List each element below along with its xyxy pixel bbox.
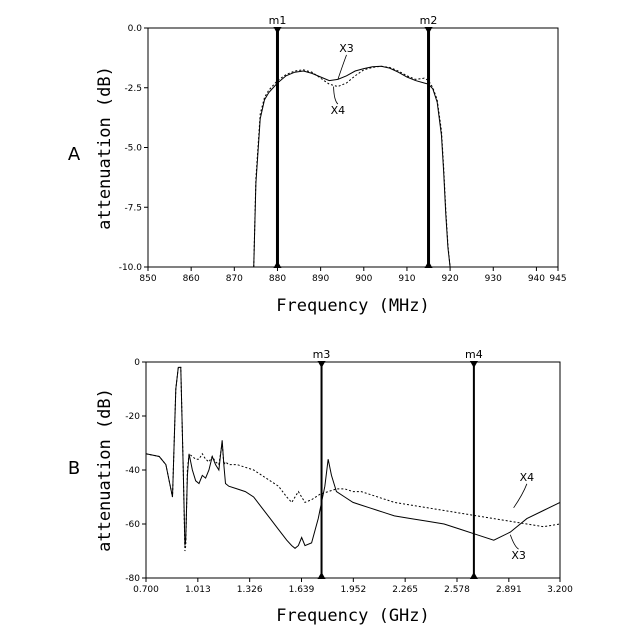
- series-line-x4: [254, 66, 450, 267]
- x-tick-label: 920: [442, 274, 459, 284]
- annotation-label-x3: X3: [511, 549, 526, 562]
- series-line-x3: [254, 66, 450, 267]
- annotation-leader: [334, 87, 338, 104]
- marker-label-m4: m4: [465, 348, 483, 361]
- marker-label-m2: m2: [420, 14, 438, 27]
- y-tick-label: -2.5: [124, 84, 142, 94]
- x-axis-label: Frequency (MHz): [276, 296, 430, 316]
- annotation-leader: [338, 55, 347, 79]
- y-tick-label: -10.0: [119, 263, 143, 273]
- x-tick-label: 900: [355, 274, 372, 284]
- y-tick-label: -5.0: [124, 144, 142, 154]
- marker-triangle-bottom: [273, 261, 281, 268]
- y-tick-label: -40: [125, 466, 140, 476]
- plot-frame: [146, 362, 560, 578]
- marker-label-m1: m1: [269, 14, 287, 27]
- panel-label: B: [68, 458, 80, 479]
- x-tick-label: 1.326: [237, 585, 263, 595]
- chart-panel-a: 850 860 870 880 890 900 910 920 930 940 945 0.0 -2.5…: [68, 14, 567, 316]
- y-tick-label: -60: [125, 520, 140, 530]
- annotation-label-x4: X4: [331, 104, 346, 117]
- x-tick-label: 945: [549, 274, 566, 284]
- y-axis-label: attenuation (dB): [95, 388, 115, 552]
- x-tick-label: 890: [312, 274, 329, 284]
- chart-panel-b: 0.700 1.013 1.326 1.639 1.952 2.265 2.578 2.891…: [68, 348, 573, 626]
- x-tick-label: 880: [269, 274, 286, 284]
- x-tick-label: 2.891: [496, 585, 522, 595]
- marker-label-m3: m3: [313, 348, 331, 361]
- x-axis-label: Frequency (GHz): [276, 606, 430, 626]
- y-tick-label: -80: [125, 574, 140, 584]
- y-tick-label: 0.0: [128, 24, 143, 34]
- marker-triangle-bottom: [470, 572, 478, 579]
- marker-triangle-bottom: [318, 572, 326, 579]
- x-tick-label: 2.265: [392, 585, 418, 595]
- y-tick-label: -20: [125, 412, 140, 422]
- panel-label: A: [68, 144, 81, 165]
- marker-triangle-top: [470, 361, 478, 368]
- x-tick-label: 860: [183, 274, 200, 284]
- series-line-x3: [146, 367, 560, 548]
- plot-frame: [148, 28, 558, 267]
- x-tick-label: 930: [485, 274, 502, 284]
- marker-triangle-top: [425, 27, 433, 34]
- annotation-leader: [514, 484, 527, 508]
- x-tick-label: 910: [398, 274, 415, 284]
- marker-triangle-bottom: [425, 261, 433, 268]
- marker-triangle-top: [273, 27, 281, 34]
- marker-triangle-top: [318, 361, 326, 368]
- annotation-label-x4: X4: [520, 471, 535, 484]
- x-tick-label: 870: [226, 274, 243, 284]
- annotation-label-x3: X3: [339, 42, 354, 55]
- x-tick-label: 0.700: [133, 585, 159, 595]
- x-tick-label: 1.952: [340, 585, 366, 595]
- series-line-x4: [146, 367, 560, 551]
- x-tick-label: 1.639: [289, 585, 315, 595]
- annotation-leader: [510, 535, 518, 549]
- y-tick-label: 0: [134, 358, 140, 368]
- x-tick-label: 1.013: [185, 585, 211, 595]
- y-tick-label: -7.5: [124, 203, 142, 213]
- x-tick-label: 2.578: [444, 585, 470, 595]
- x-tick-label: 850: [139, 274, 156, 284]
- y-axis-label: attenuation (dB): [95, 66, 115, 230]
- x-tick-label: 940: [528, 274, 545, 284]
- x-tick-label: 3.200: [547, 585, 573, 595]
